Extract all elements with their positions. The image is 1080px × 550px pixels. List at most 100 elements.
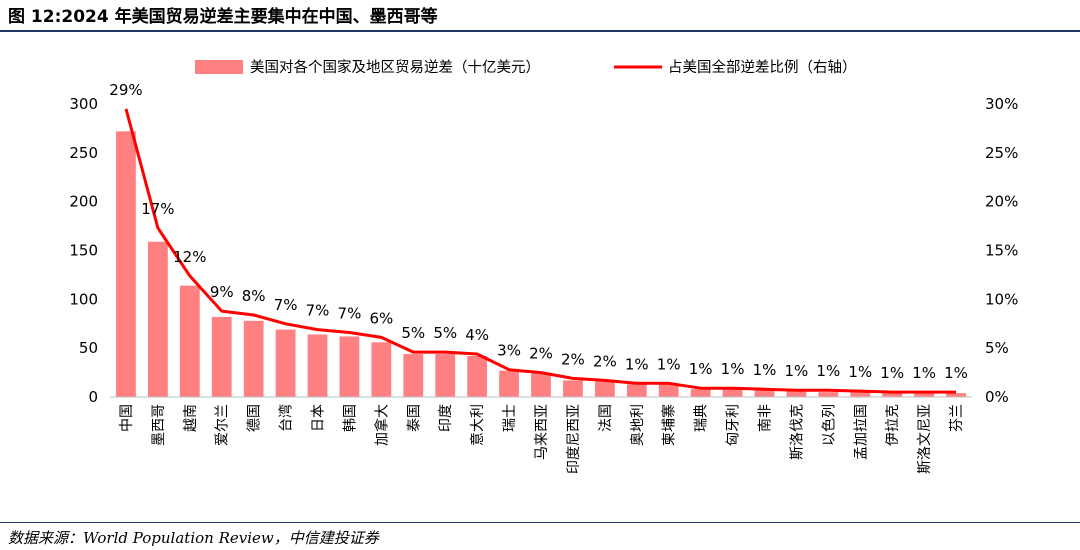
right-tick-label: 30% (985, 95, 1018, 113)
left-tick-label: 200 (69, 193, 98, 211)
data-label: 2% (529, 345, 553, 363)
category-label: 马来西亚 (534, 404, 550, 460)
data-label: 1% (753, 361, 777, 379)
footer-divider (0, 522, 1080, 523)
data-label: 1% (912, 364, 936, 382)
category-label: 印度尼西亚 (566, 404, 582, 474)
bar (626, 384, 647, 397)
data-label: 6% (369, 309, 393, 327)
category-label: 瑞士 (502, 404, 518, 432)
category-label: 以色列 (820, 404, 837, 446)
trade-deficit-chart: 美国对各个国家及地区贸易逆差（十亿美元） 占美国全部逆差比例（右轴） 0 50 10… (69, 58, 1018, 474)
right-tick-label: 15% (985, 242, 1018, 260)
legend-bar-swatch (195, 60, 243, 74)
data-label: 7% (306, 302, 330, 320)
bar (211, 316, 232, 397)
bar (658, 384, 679, 397)
left-tick-label: 150 (69, 242, 98, 260)
left-tick-label: 300 (69, 95, 98, 113)
bar (722, 389, 743, 397)
left-tick-label: 250 (69, 144, 98, 162)
bar (499, 370, 519, 397)
right-tick-label: 20% (985, 193, 1018, 211)
data-label: 1% (689, 360, 713, 378)
left-axis: 0 50 100 150 200 250 300 (69, 95, 98, 406)
category-label: 瑞典 (694, 404, 710, 432)
data-label: 1% (721, 360, 745, 378)
data-labels: 29% 17% 12%9% 8% 7% 7% 7% 6% 5% 5% 4% 3% 2% 2% 2% 1% 1% 1… (109, 81, 968, 382)
bar (403, 354, 424, 397)
right-tick-label: 5% (985, 339, 1009, 357)
data-label: 17% (141, 200, 174, 218)
category-label: 芬兰 (949, 404, 965, 432)
data-label: 7% (274, 296, 298, 314)
category-label: 印度 (438, 404, 454, 432)
data-label: 5% (433, 324, 457, 342)
bar (116, 131, 136, 397)
bar (243, 320, 264, 397)
category-label: 越南 (183, 404, 199, 432)
data-label: 2% (561, 350, 585, 368)
data-label: 1% (657, 355, 681, 373)
bar (179, 285, 200, 397)
category-label: 伊拉克 (885, 404, 901, 446)
category-label: 德国 (247, 404, 263, 432)
title-divider (0, 30, 1080, 32)
data-label: 1% (785, 362, 809, 380)
bar-series (116, 131, 966, 397)
category-label: 匈牙利 (726, 404, 742, 446)
category-label: 斯洛伐克 (789, 404, 805, 460)
left-tick-label: 50 (79, 339, 98, 357)
bar (371, 342, 392, 397)
data-label: 3% (497, 342, 521, 360)
category-label: 意大利 (469, 404, 486, 446)
data-label: 8% (242, 287, 266, 305)
category-label: 台湾 (278, 404, 295, 432)
bar (594, 381, 615, 397)
bar (275, 329, 296, 397)
bar (467, 355, 488, 397)
category-label: 泰国 (406, 404, 422, 432)
bar (946, 393, 966, 397)
data-label: 1% (880, 364, 904, 382)
bar (690, 389, 711, 397)
category-label: 柬埔寨 (661, 404, 678, 446)
ratio-line (124, 108, 956, 394)
right-tick-label: 25% (985, 144, 1018, 162)
bar (435, 354, 456, 397)
data-label: 4% (465, 326, 489, 344)
category-label: 爱尔兰 (215, 404, 231, 446)
category-label: 加拿大 (373, 404, 390, 446)
bar (882, 393, 903, 397)
data-label: 2% (593, 352, 617, 370)
category-label: 奥地利 (629, 404, 646, 446)
category-label: 法国 (598, 404, 614, 432)
right-tick-label: 10% (985, 290, 1018, 308)
left-tick-label: 0 (88, 388, 98, 406)
chart-legend: 美国对各个国家及地区贸易逆差（十亿美元） 占美国全部逆差比例（右轴） (195, 58, 857, 76)
category-label: 孟加拉国 (853, 404, 869, 460)
category-label: 斯洛文尼亚 (917, 404, 933, 474)
category-label: 中国 (119, 404, 135, 432)
bar (307, 334, 328, 397)
bar (818, 392, 839, 397)
category-label: 日本 (311, 404, 327, 432)
data-label: 1% (816, 362, 840, 380)
data-label: 5% (401, 324, 425, 342)
bar (563, 380, 583, 397)
data-label: 1% (625, 355, 649, 373)
data-label: 1% (848, 363, 872, 381)
bar (147, 241, 168, 397)
right-tick-label: 0% (985, 388, 1009, 406)
data-label: 7% (338, 305, 362, 323)
data-label: 29% (109, 81, 142, 99)
data-label: 1% (944, 364, 968, 382)
source-note: 数据来源：World Population Review，中信建投证券 (8, 529, 379, 547)
bar (850, 392, 871, 397)
page-title: 图 12:2024 年美国贸易逆差主要集中在中国、墨西哥等 (8, 7, 438, 27)
bar (914, 393, 935, 397)
category-label: 韩国 (342, 404, 358, 432)
data-label: 12% (173, 248, 206, 266)
legend-bar-label: 美国对各个国家及地区贸易逆差（十亿美元） (250, 59, 540, 76)
left-tick-label: 100 (69, 290, 98, 308)
